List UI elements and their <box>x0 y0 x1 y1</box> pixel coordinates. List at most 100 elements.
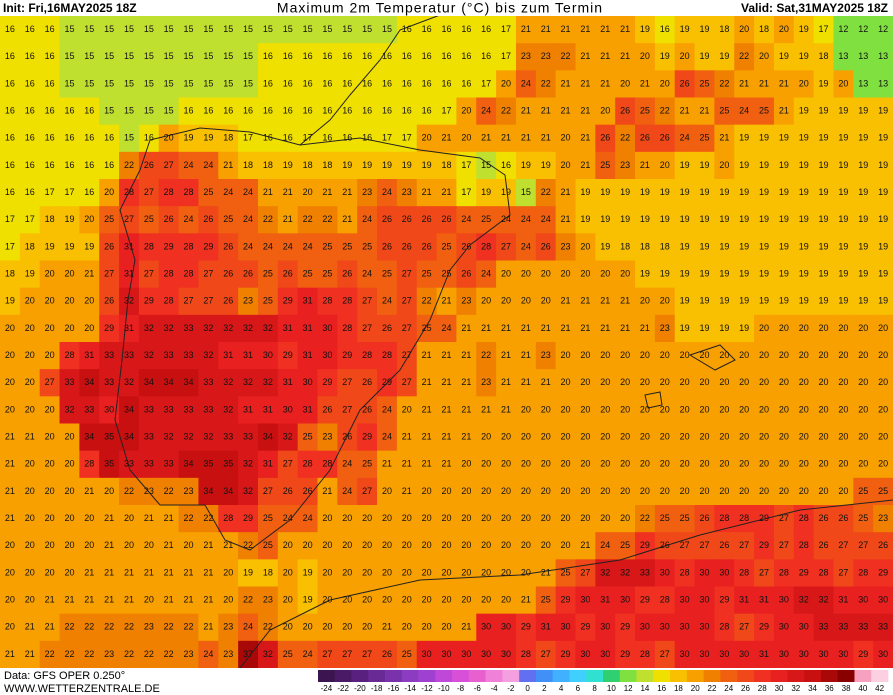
temp-cell <box>0 287 21 316</box>
temp-cell <box>575 70 596 99</box>
temp-value: 30 <box>322 323 332 333</box>
temp-value: 16 <box>481 24 491 34</box>
temp-value: 25 <box>422 323 432 333</box>
temp-cell <box>238 43 259 71</box>
temp-value: 21 <box>45 594 55 604</box>
temp-value: 22 <box>124 486 134 496</box>
temp-value: 19 <box>699 241 709 251</box>
temp-value: 31 <box>263 459 273 469</box>
temp-cell <box>138 423 160 452</box>
temp-cell <box>436 369 458 397</box>
temp-value: 20 <box>779 24 789 34</box>
temp-cell <box>833 151 854 180</box>
temp-value: 20 <box>45 268 55 278</box>
temp-value: 17 <box>461 160 471 170</box>
temp-cell <box>297 206 319 234</box>
temp-value: 28 <box>144 241 154 251</box>
temp-cell <box>714 559 735 588</box>
temp-cell <box>535 43 557 71</box>
temp-value: 34 <box>144 377 154 387</box>
temp-value: 20 <box>600 486 610 496</box>
temp-cell <box>436 450 458 479</box>
temp-value: 20 <box>441 567 451 577</box>
temp-value: 20 <box>45 323 55 333</box>
temp-value: 25 <box>680 513 690 523</box>
temp-cell <box>39 613 61 642</box>
temp-value: 20 <box>481 296 491 306</box>
temp-value: 19 <box>838 133 848 143</box>
temp-cell <box>59 16 80 44</box>
temp-value: 25 <box>600 160 610 170</box>
temp-cell <box>19 314 41 343</box>
temp-cell <box>734 532 755 560</box>
temp-value: 12 <box>858 24 868 34</box>
temp-value: 20 <box>799 323 809 333</box>
temp-value: 26 <box>402 214 412 224</box>
temp-value: 20 <box>719 431 729 441</box>
temp-cell <box>0 70 21 99</box>
temp-value: 20 <box>64 513 74 523</box>
temp-value: 32 <box>243 459 253 469</box>
temp-cell <box>873 70 893 99</box>
temp-value: 28 <box>164 296 174 306</box>
temp-cell <box>456 477 477 506</box>
temp-cell <box>238 16 259 44</box>
temp-cell <box>496 70 517 99</box>
temp-value: 15 <box>223 51 233 61</box>
temp-cell <box>337 586 358 615</box>
temp-value: 32 <box>203 350 213 360</box>
temp-value: 24 <box>481 268 491 278</box>
temp-value: 19 <box>739 133 749 143</box>
temp-value: 25 <box>660 513 670 523</box>
temp-value: 19 <box>858 160 868 170</box>
temp-cell <box>575 586 596 615</box>
temp-value: 29 <box>640 594 650 604</box>
temp-cell <box>853 559 874 588</box>
temp-cell <box>754 151 775 180</box>
temp-value: 19 <box>878 133 888 143</box>
temp-cell <box>734 559 755 588</box>
temp-cell <box>99 396 120 425</box>
temp-value: 20 <box>600 350 610 360</box>
temp-value: 19 <box>779 51 789 61</box>
temp-value: 27 <box>144 268 154 278</box>
temp-value: 21 <box>620 24 630 34</box>
temp-cell <box>793 179 815 207</box>
temp-value: 22 <box>203 513 213 523</box>
temp-cell <box>396 260 418 289</box>
temp-cell <box>377 342 398 370</box>
temp-cell <box>515 287 537 316</box>
temp-cell <box>654 260 676 289</box>
temp-value: 20 <box>64 459 74 469</box>
temp-cell <box>575 206 596 234</box>
temp-value: 20 <box>25 323 35 333</box>
temp-cell <box>595 423 616 452</box>
temp-cell <box>297 151 319 180</box>
temp-value: 25 <box>362 241 372 251</box>
temp-value: 25 <box>561 567 571 577</box>
temp-value: 25 <box>402 649 412 659</box>
temp-cell <box>436 640 458 669</box>
temp-cell <box>99 16 120 44</box>
temp-value: 26 <box>223 296 233 306</box>
temp-value: 20 <box>303 540 313 550</box>
temp-value: 20 <box>322 594 332 604</box>
temp-cell <box>515 16 537 44</box>
temp-value: 16 <box>461 51 471 61</box>
temp-cell <box>257 396 279 425</box>
temp-cell <box>257 233 279 262</box>
temp-cell <box>198 179 219 207</box>
temp-cell <box>575 287 596 316</box>
temp-cell <box>515 206 537 234</box>
temp-cell <box>773 586 795 615</box>
temp-value: 20 <box>541 268 551 278</box>
temp-cell <box>515 151 537 180</box>
temp-value: 30 <box>501 622 511 632</box>
temp-cell <box>694 151 715 180</box>
temp-cell <box>813 43 835 71</box>
temp-cell <box>297 640 319 669</box>
temp-cell <box>714 423 735 452</box>
temp-cell <box>99 559 120 588</box>
temp-cell <box>0 369 21 397</box>
temp-cell <box>793 505 815 533</box>
